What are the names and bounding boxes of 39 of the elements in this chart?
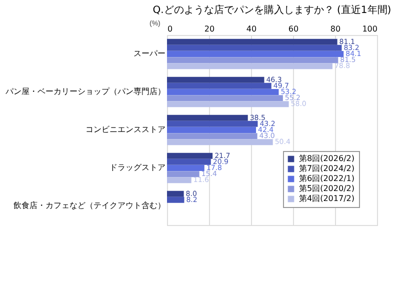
legend-label: 第7回(2024/2)	[299, 164, 354, 173]
bar	[167, 133, 258, 140]
legend-label: 第8回(2026/2)	[299, 154, 354, 163]
bar	[167, 171, 200, 178]
bar	[167, 165, 204, 171]
y-tick-label: ドラッグストア	[110, 163, 166, 172]
bar	[167, 51, 344, 57]
y-tick-label: スーパー	[134, 49, 166, 58]
bar	[167, 95, 283, 102]
y-tick-label: コンビニエンスストア	[86, 125, 166, 134]
bar	[167, 44, 342, 51]
bar	[167, 63, 332, 70]
x-tick-label: 60	[288, 24, 299, 34]
legend-label: 第4回(2017/2)	[299, 194, 354, 203]
legend-label: 第6回(2022/1)	[299, 174, 354, 183]
y-tick-label: パン屋・ベーカリーショップ（パン専門店）	[4, 87, 166, 96]
y-tick-label: 飲食店・カフェなど（テイクアウト含む）	[14, 201, 166, 210]
x-tick-label: 100	[362, 24, 378, 34]
bar	[167, 120, 258, 127]
bar	[167, 76, 264, 83]
chart-title: Q.どのような店でパンを購入しますか？ (直近1年間)	[152, 4, 392, 16]
x-tick-label: 40	[246, 24, 257, 34]
bar	[167, 158, 211, 165]
bar	[167, 190, 184, 197]
bar	[167, 196, 184, 203]
bar	[167, 127, 256, 133]
bar	[167, 177, 192, 184]
bar	[167, 89, 279, 95]
bar	[167, 114, 248, 121]
x-tick-label: 80	[330, 24, 341, 34]
x-tick-label: 0	[168, 24, 173, 34]
bar	[167, 82, 272, 89]
bar	[167, 57, 338, 64]
bar	[167, 152, 213, 159]
bar	[167, 38, 338, 45]
bar	[167, 101, 289, 108]
bar	[167, 139, 273, 146]
x-tick-label: 20	[204, 24, 215, 34]
legend-label: 第5回(2020/2)	[299, 184, 354, 193]
